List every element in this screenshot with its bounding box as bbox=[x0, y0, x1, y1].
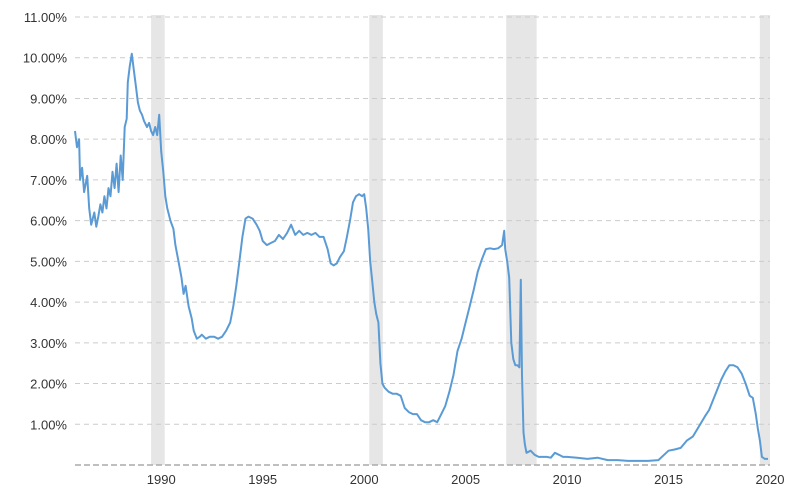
y-tick-label: 11.00% bbox=[24, 10, 68, 25]
x-tick-label: 2010 bbox=[553, 472, 582, 487]
x-tick-label: 2020 bbox=[756, 472, 785, 487]
y-tick-label: 1.00% bbox=[30, 417, 67, 432]
y-tick-label: 2.00% bbox=[30, 377, 67, 392]
y-tick-label: 4.00% bbox=[30, 295, 67, 310]
rate-series-line bbox=[74, 52, 768, 462]
y-tick-label: 7.00% bbox=[30, 173, 67, 188]
y-tick-label: 3.00% bbox=[30, 336, 67, 351]
y-tick-label: 8.00% bbox=[30, 132, 67, 147]
x-tick-label: 2015 bbox=[654, 472, 683, 487]
recession-band bbox=[759, 15, 770, 465]
horizontal-gridlines bbox=[75, 16, 770, 425]
x-tick-label: 1995 bbox=[248, 472, 277, 487]
y-tick-label: 5.00% bbox=[30, 254, 67, 269]
y-tick-label: 10.00% bbox=[23, 51, 68, 66]
y-axis-tick-labels: 1.00% 2.00% 3.00% 4.00% 5.00% 6.00% 7.00% 8.00%… bbox=[23, 10, 68, 432]
x-tick-label: 2005 bbox=[451, 472, 480, 487]
recession-band bbox=[151, 15, 165, 465]
recession-band bbox=[369, 15, 383, 465]
x-tick-label: 1990 bbox=[147, 472, 176, 487]
x-tick-label: 2000 bbox=[350, 472, 379, 487]
recession-band bbox=[506, 15, 537, 465]
y-tick-label: 9.00% bbox=[30, 91, 67, 106]
recession-bands bbox=[151, 15, 770, 465]
y-tick-label: 6.00% bbox=[30, 214, 67, 229]
x-axis-tick-labels: 1990 1995 2000 2005 2010 2015 2020 bbox=[147, 472, 785, 487]
